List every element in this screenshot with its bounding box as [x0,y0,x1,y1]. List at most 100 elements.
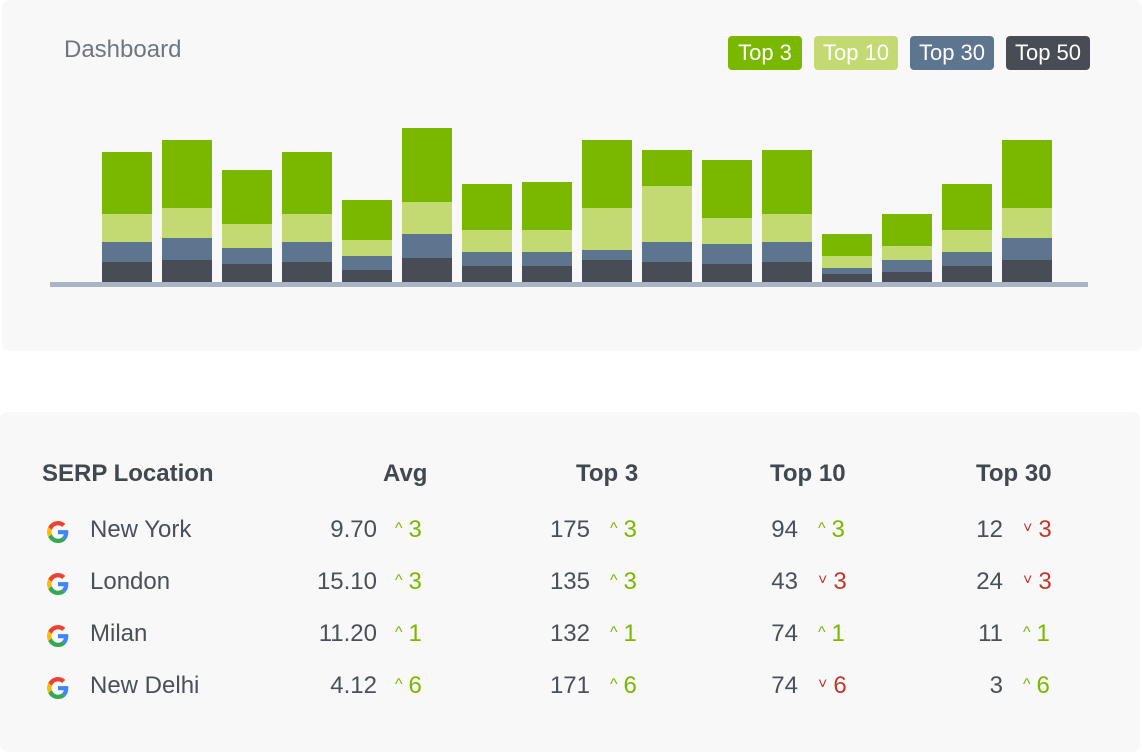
bar-9-top-10[interactable] [582,208,632,250]
bar-3-top-10[interactable] [222,224,272,248]
top3-change-value: 6 [623,672,637,699]
bar-8-top-30[interactable] [522,252,572,266]
bar-11-top-50[interactable] [702,264,752,282]
table-row[interactable]: London 15.10 ^ 3 135 ^ 3 43 ˅ 3 24 ˅ 3 [0,564,1140,604]
bar-7-top-50[interactable] [462,266,512,282]
bar-7-top-10[interactable] [462,230,512,252]
bar-1-top-30[interactable] [102,242,152,262]
bar-15-top-3[interactable] [942,184,992,230]
bar-16-top-50[interactable] [1002,260,1052,282]
bar-5-top-3[interactable] [342,200,392,240]
legend-top-50[interactable]: Top 50 [1006,36,1090,70]
top30-change: ˅ 3 [1023,568,1052,596]
bar-3-top-3[interactable] [222,170,272,224]
bar-8-top-10[interactable] [522,230,572,252]
bar-15-top-30[interactable] [942,252,992,266]
bar-4-top-3[interactable] [282,152,332,214]
bar-10-top-30[interactable] [642,242,692,262]
top10-change: ^ 3 [818,516,845,544]
bar-1-top-10[interactable] [102,214,152,242]
top10-value: 74 [771,672,798,699]
avg-change: ^ 3 [395,516,422,544]
bar-14-top-10[interactable] [882,246,932,260]
bar-5-top-30[interactable] [342,256,392,270]
bar-7-top-3[interactable] [462,184,512,230]
caret-up-icon: ^ [395,624,403,641]
table-row[interactable]: Milan 11.20 ^ 1 132 ^ 1 74 ^ 1 11 ^ 1 [0,616,1140,656]
bar-2-top-3[interactable] [162,140,212,208]
bar-13-top-10[interactable] [822,256,872,268]
bar-16-top-10[interactable] [1002,208,1052,238]
avg-change: ^ 1 [395,620,422,648]
bar-12-top-10[interactable] [762,214,812,242]
top10-change-value: 6 [833,672,847,699]
legend-top-3[interactable]: Top 3 [728,36,802,70]
bar-11-top-10[interactable] [702,218,752,244]
top3-value: 135 [549,568,590,595]
x-axis-baseline [50,282,1088,287]
bar-13-top-30[interactable] [822,268,872,274]
top30-value: 3 [989,672,1003,699]
caret-down-icon: ˅ [818,676,828,693]
bar-9-top-50[interactable] [582,260,632,282]
top3-value: 132 [549,620,590,647]
bar-13-top-3[interactable] [822,234,872,256]
bar-16-top-3[interactable] [1002,140,1052,208]
legend-top-30[interactable]: Top 30 [910,36,994,70]
caret-up-icon: ^ [610,624,618,641]
bar-12-top-3[interactable] [762,150,812,214]
bar-6-top-10[interactable] [402,202,452,234]
bar-9-top-30[interactable] [582,250,632,260]
top3-change-value: 1 [623,620,637,647]
bar-11-top-30[interactable] [702,244,752,264]
bar-1-top-3[interactable] [102,152,152,214]
bar-6-top-3[interactable] [402,128,452,202]
top10-change-value: 3 [833,568,847,595]
bar-6-top-30[interactable] [402,234,452,258]
bar-7-top-30[interactable] [462,252,512,266]
avg-value: 15.10 [316,568,377,595]
bar-13-top-50[interactable] [822,274,872,282]
location-name: London [90,568,171,595]
serp-table-panel [0,412,1140,752]
bar-10-top-10[interactable] [642,186,692,242]
bar-11-top-3[interactable] [702,160,752,218]
caret-up-icon: ^ [610,572,618,589]
bar-4-top-30[interactable] [282,242,332,262]
bar-16-top-30[interactable] [1002,238,1052,260]
bar-1-top-50[interactable] [102,262,152,282]
bar-2-top-50[interactable] [162,260,212,282]
table-row[interactable]: New Delhi 4.12 ^ 6 171 ^ 6 74 ˅ 6 3 ^ 6 [0,668,1140,708]
bar-14-top-30[interactable] [882,260,932,272]
caret-up-icon: ^ [395,520,403,537]
bar-12-top-30[interactable] [762,242,812,262]
caret-down-icon: ˅ [818,572,828,589]
table-row[interactable]: New York 9.70 ^ 3 175 ^ 3 94 ^ 3 12 ˅ 3 [0,512,1140,552]
bar-8-top-3[interactable] [522,182,572,230]
bar-5-top-50[interactable] [342,270,392,282]
bar-3-top-50[interactable] [222,264,272,282]
top3-change: ^ 3 [610,568,637,596]
top30-change-value: 3 [1038,516,1052,543]
bar-6-top-50[interactable] [402,258,452,282]
bar-10-top-3[interactable] [642,150,692,186]
bar-15-top-50[interactable] [942,266,992,282]
bar-9-top-3[interactable] [582,140,632,208]
bar-4-top-10[interactable] [282,214,332,242]
top10-change: ^ 1 [818,620,845,648]
top3-value: 171 [549,672,590,699]
legend-top-10[interactable]: Top 10 [814,36,898,70]
bar-2-top-10[interactable] [162,208,212,238]
bar-15-top-10[interactable] [942,230,992,252]
bar-5-top-10[interactable] [342,240,392,256]
bar-8-top-50[interactable] [522,266,572,282]
bar-4-top-50[interactable] [282,262,332,282]
caret-down-icon: ˅ [1023,520,1033,537]
bar-14-top-50[interactable] [882,272,932,282]
bar-14-top-3[interactable] [882,214,932,246]
bar-3-top-30[interactable] [222,248,272,264]
bar-2-top-30[interactable] [162,238,212,260]
bar-10-top-50[interactable] [642,262,692,282]
bar-12-top-50[interactable] [762,262,812,282]
avg-value: 9.70 [330,516,377,543]
